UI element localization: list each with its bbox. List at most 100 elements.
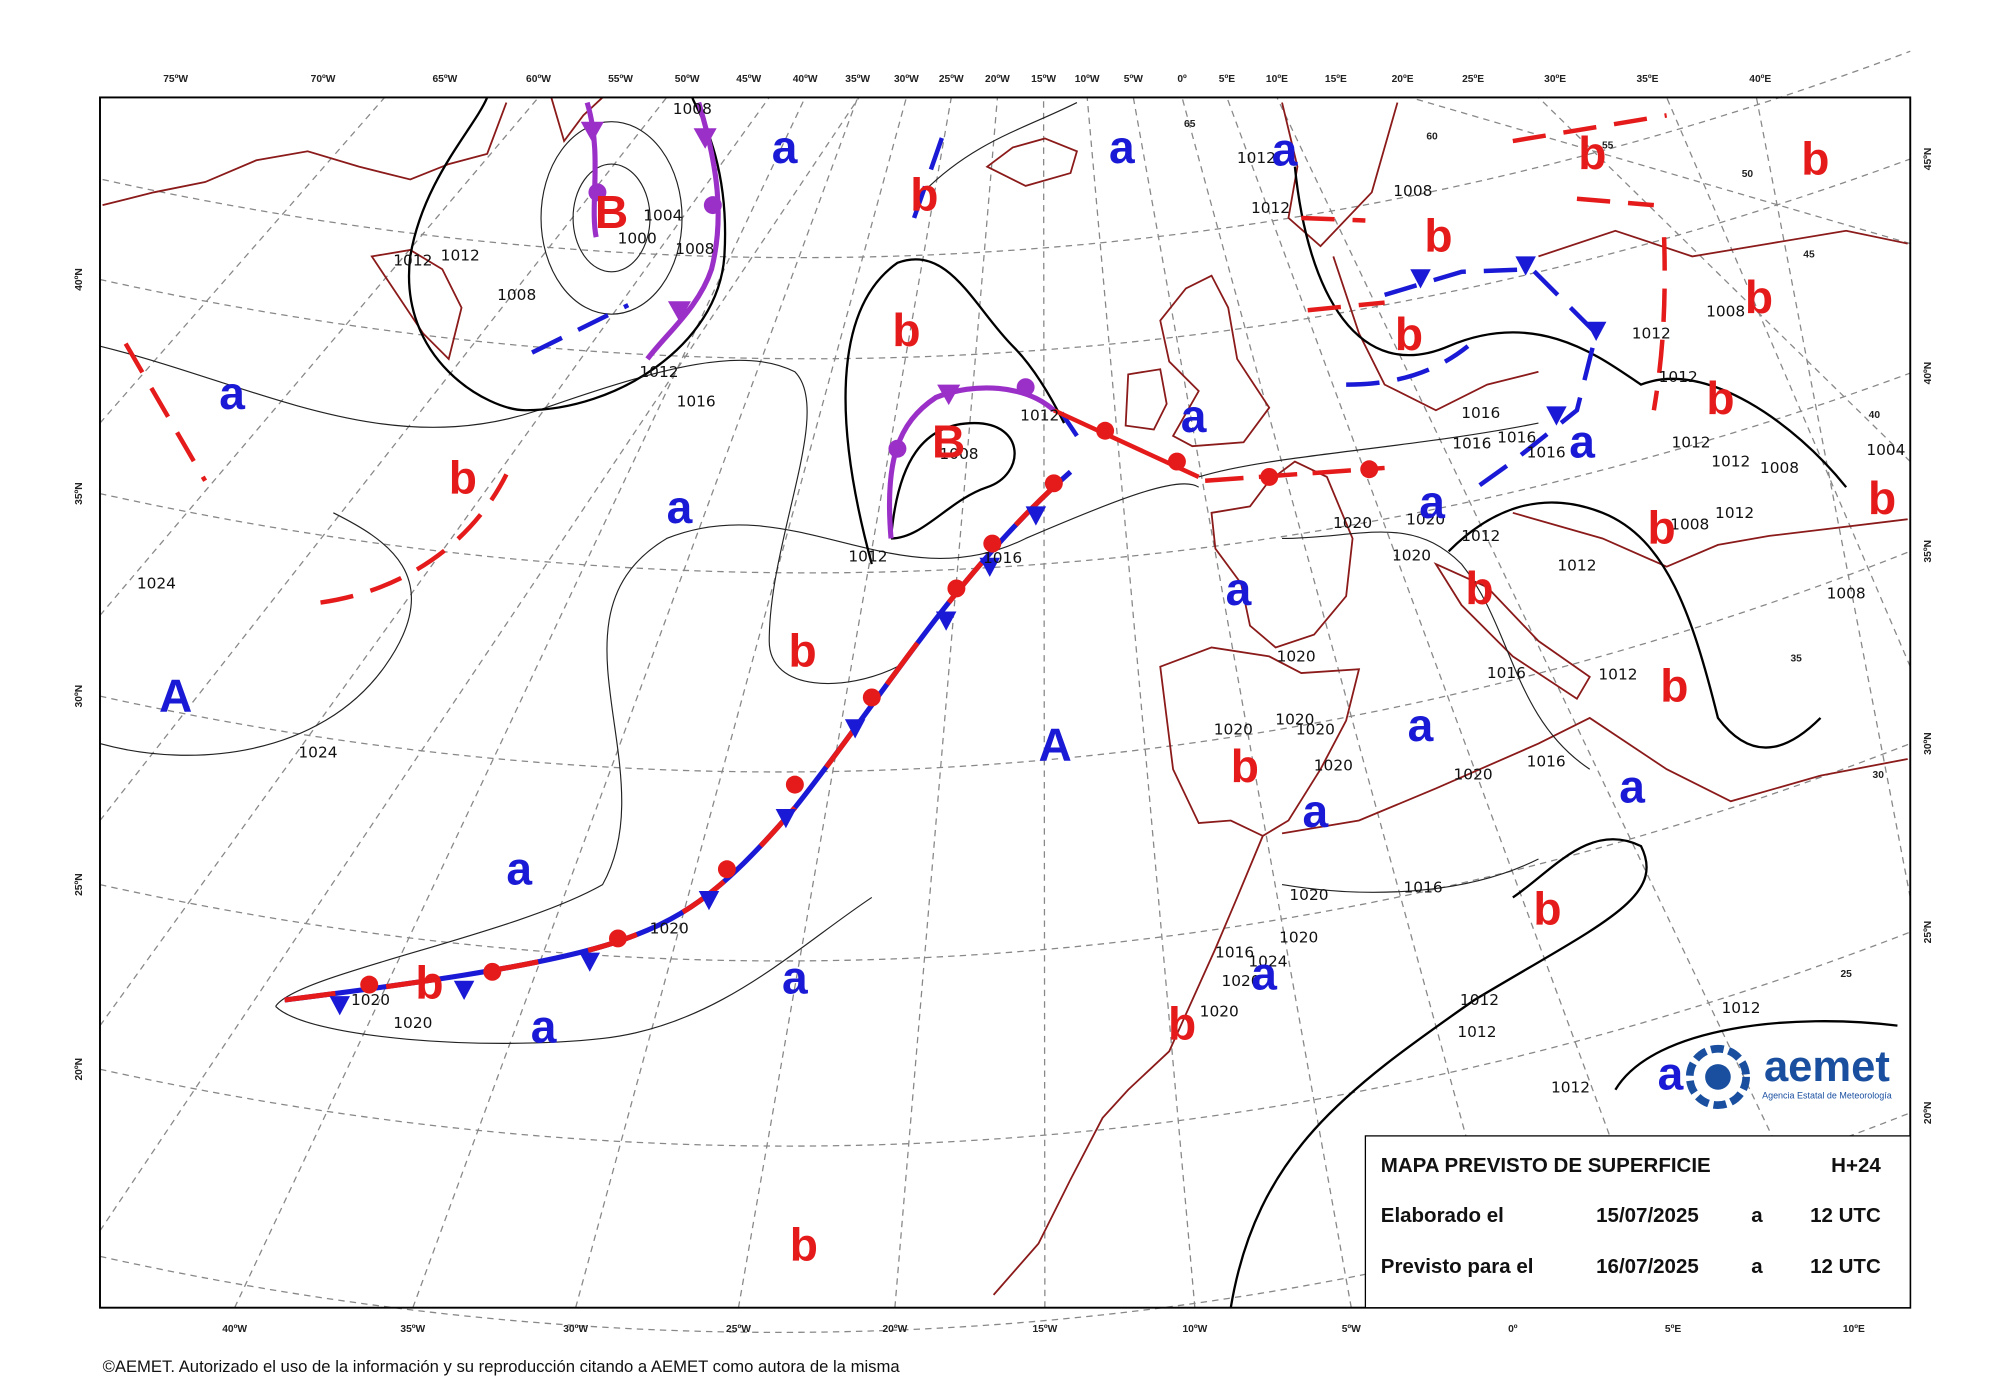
- isobar-label: 1024: [137, 574, 176, 592]
- front-triangle: [935, 611, 957, 631]
- pressure-center: b: [910, 168, 938, 220]
- isobar-label: 1012: [1557, 557, 1596, 575]
- bottom-longitude-label: 10ºW: [1182, 1324, 1207, 1335]
- front-semicircle: [717, 860, 736, 879]
- info-date: 16/07/2025: [1596, 1255, 1699, 1278]
- pressure-center: a: [1658, 1048, 1684, 1100]
- logo-ring: [1685, 1044, 1750, 1109]
- isobar-1012: [1447, 501, 1822, 749]
- meridian: [99, 97, 386, 424]
- pressure-center: B: [595, 186, 628, 238]
- front-semicircle: [947, 579, 966, 598]
- meridian: [737, 97, 952, 1308]
- bottom-longitude-label: 15ºW: [1032, 1324, 1057, 1335]
- isobar-label: 1024: [1248, 953, 1287, 971]
- isobar-1012: [844, 258, 1066, 565]
- front-triangle: [453, 980, 475, 1000]
- isobar-label: 1020: [1392, 546, 1431, 564]
- front-semicircle: [888, 439, 907, 458]
- top-longitude-label: 40ºE: [1749, 74, 1771, 85]
- isobar-label: 1012: [1715, 504, 1754, 522]
- front-semicircle: [1016, 378, 1035, 397]
- top-longitude-label: 60ºW: [526, 74, 551, 85]
- right-latitude-label: 40ºN: [1923, 362, 1934, 385]
- pressure-center: b: [1465, 562, 1493, 614]
- coastline: [1512, 511, 1908, 568]
- isobar-label: 1016: [1461, 404, 1500, 422]
- front-semicircle: [1167, 452, 1186, 471]
- right-latitude-label: 30ºN: [1923, 732, 1934, 755]
- isobar-label: 1012: [1659, 368, 1698, 386]
- pressure-center: a: [1419, 476, 1445, 528]
- logo-icon: [1685, 1044, 1750, 1109]
- isobar-label: 1000: [618, 230, 657, 248]
- front-semicircle: [608, 929, 627, 948]
- isobar: [99, 512, 413, 756]
- top-longitude-label: 10ºE: [1266, 74, 1288, 85]
- trough: [320, 473, 509, 605]
- footer: ©AEMET. Autorizado el uso de la informac…: [103, 1357, 901, 1376]
- meridian: [99, 97, 539, 616]
- isobar-label: 1012: [1460, 991, 1499, 1009]
- isobar-label: 1008: [1393, 182, 1432, 200]
- front-occluded: [645, 101, 721, 361]
- inner-latitude-label: 45: [1803, 250, 1815, 261]
- top-longitude-label: 15ºW: [1031, 74, 1056, 85]
- trough: [1651, 237, 1667, 411]
- meridian: [1226, 97, 1674, 1308]
- isobar-label: 1012: [393, 251, 432, 269]
- isobar: [540, 121, 683, 315]
- front-triangle: [1546, 406, 1567, 426]
- bottom-longitude-label: 10ºE: [1843, 1324, 1865, 1335]
- front-triangle: [775, 808, 797, 829]
- trough: [531, 303, 630, 355]
- parallel: [102, 50, 1911, 259]
- isobar-label: 1004: [643, 207, 682, 225]
- isobar: [1282, 531, 1591, 770]
- pressure-center: b: [788, 625, 816, 677]
- front-triangle: [580, 121, 604, 143]
- isobar-label: 1016: [1452, 435, 1491, 453]
- front-triangle: [698, 891, 720, 911]
- top-longitude-label: 55ºW: [608, 74, 633, 85]
- top-longitude-label: 20ºW: [985, 74, 1010, 85]
- isobar-label: 1012: [1251, 199, 1290, 217]
- pressure-center: a: [782, 952, 808, 1004]
- isobar-label: 1020: [1279, 928, 1318, 946]
- isobar-label: 1008: [673, 100, 712, 118]
- meridian: [575, 97, 908, 1308]
- left-latitude-label: 25ºN: [74, 873, 85, 896]
- parallel: [99, 550, 1911, 773]
- isobar: [1281, 858, 1539, 893]
- isobar: [275, 483, 1200, 1007]
- trough: [1512, 113, 1668, 144]
- front-warm: [1204, 465, 1385, 484]
- pressure-center: b: [1660, 659, 1688, 711]
- front-triangle: [329, 996, 350, 1016]
- meridian: [1410, 96, 1911, 245]
- front-triangle: [1515, 256, 1536, 276]
- isobar-label: 1012: [1020, 407, 1059, 425]
- right-latitude-label: 20ºN: [1923, 1102, 1934, 1125]
- logo-name: aemet: [1764, 1043, 1890, 1091]
- logo-subtitle: Agencia Estatal de Meteorología: [1762, 1091, 1892, 1101]
- isobar: [275, 896, 873, 1044]
- isobar-label: 1016: [1527, 753, 1566, 771]
- isobar-label: 1020: [1221, 972, 1260, 990]
- inner-latitude-label: 40: [1869, 410, 1881, 421]
- isobar-label: 1012: [1237, 149, 1276, 167]
- logo-dot: [1705, 1064, 1731, 1090]
- coastline: [992, 835, 1264, 1296]
- coastline: [1332, 256, 1539, 412]
- info-label: Previsto para el: [1381, 1255, 1534, 1278]
- pressure-center: A: [159, 670, 192, 722]
- front-semicircle: [1260, 467, 1279, 486]
- trough: [1307, 300, 1385, 313]
- top-longitude-label: 35ºE: [1636, 74, 1658, 85]
- bottom-longitude-label: 40ºW: [222, 1324, 247, 1335]
- pressure-center: b: [1868, 472, 1896, 524]
- isobar-label: 1004: [1866, 441, 1905, 459]
- pressure-center: b: [415, 957, 443, 1009]
